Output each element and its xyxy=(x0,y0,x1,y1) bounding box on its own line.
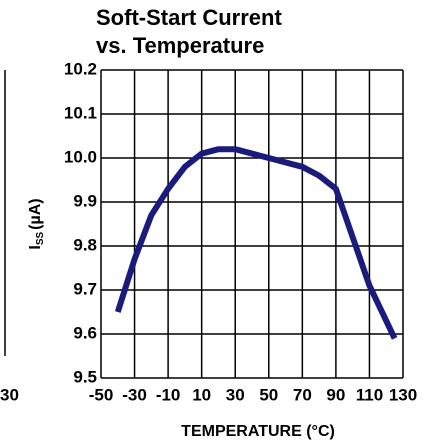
x-tick-label: 50 xyxy=(259,385,278,404)
x-tick-label: 90 xyxy=(326,385,345,404)
chart-title: Soft-Start Current xyxy=(96,5,282,30)
x-tick-label: -10 xyxy=(156,385,181,404)
y-tick-label: 9.5 xyxy=(73,367,97,386)
y-symbol: I xyxy=(27,245,44,249)
x-tick-label: 70 xyxy=(293,385,312,404)
line xyxy=(114,146,398,340)
x-tick-label: 130 xyxy=(389,385,417,404)
y-tick-label: 9.8 xyxy=(73,235,97,254)
y-tick-label: 10.0 xyxy=(64,147,97,166)
y-tick-label: 9.6 xyxy=(73,323,97,342)
y-unit: (µA) xyxy=(27,198,44,229)
y-tick-label: 10.2 xyxy=(64,59,97,78)
x-tick-label: -50 xyxy=(89,385,114,404)
y-tick-label: 9.9 xyxy=(73,191,97,210)
x-tick-label: 30 xyxy=(226,385,245,404)
y-axis-title: ISS (µA) xyxy=(27,198,45,249)
x-tick-label: 10 xyxy=(192,385,211,404)
x-tick-label: 110 xyxy=(356,385,383,404)
x-tick-label: -30 xyxy=(122,385,147,404)
y-tick-label: 9.7 xyxy=(73,279,97,298)
y-subscript: SS xyxy=(35,231,46,245)
y-tick-label: 10.1 xyxy=(64,103,97,122)
chart-title: vs. Temperature xyxy=(96,33,264,58)
x-axis-title: TEMPERATURE (°C) xyxy=(181,423,335,440)
neighbor-tick-label: 30 xyxy=(0,385,19,404)
